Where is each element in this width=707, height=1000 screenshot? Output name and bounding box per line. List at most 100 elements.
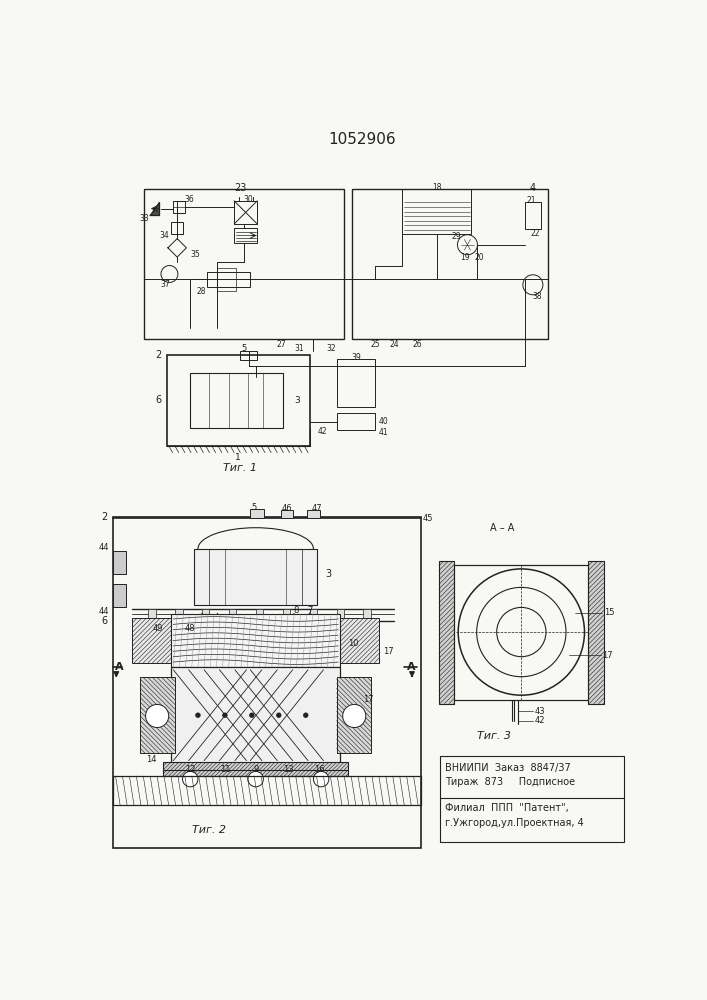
Text: 2: 2 xyxy=(101,512,107,522)
Bar xyxy=(171,614,340,667)
Text: 35: 35 xyxy=(190,250,200,259)
Text: ВНИИПИ  Заказ  8847/37: ВНИИПИ Заказ 8847/37 xyxy=(445,763,571,773)
Bar xyxy=(171,222,183,234)
Text: 16: 16 xyxy=(315,765,325,774)
Bar xyxy=(190,373,283,428)
Text: A: A xyxy=(407,662,416,672)
Text: г.Ужгород,ул.Проектная, 4: г.Ужгород,ул.Проектная, 4 xyxy=(445,818,584,828)
Bar xyxy=(308,510,320,518)
Text: 9: 9 xyxy=(253,765,258,774)
Text: 5: 5 xyxy=(242,344,247,353)
Bar xyxy=(363,609,371,620)
Bar xyxy=(281,510,293,518)
Text: 8: 8 xyxy=(294,606,299,615)
Text: 30: 30 xyxy=(243,195,253,204)
Circle shape xyxy=(146,704,169,728)
Bar xyxy=(201,609,209,620)
Bar xyxy=(337,359,375,407)
Text: 36: 36 xyxy=(184,195,194,204)
Text: 17: 17 xyxy=(363,695,374,704)
Bar xyxy=(588,561,604,704)
Text: A: A xyxy=(115,662,124,672)
Text: 25: 25 xyxy=(370,340,380,349)
Text: 49: 49 xyxy=(153,624,163,633)
Bar xyxy=(402,189,472,234)
Text: 48: 48 xyxy=(185,624,196,633)
Circle shape xyxy=(196,713,200,718)
Circle shape xyxy=(313,771,329,787)
Bar xyxy=(250,509,264,518)
Bar xyxy=(340,618,379,663)
Bar xyxy=(256,609,264,620)
Bar xyxy=(234,201,257,224)
Bar xyxy=(310,609,317,620)
Text: 46: 46 xyxy=(281,504,292,513)
Bar xyxy=(113,517,421,848)
Text: 29: 29 xyxy=(451,232,461,241)
Circle shape xyxy=(276,713,281,718)
Text: 33: 33 xyxy=(140,214,149,223)
Text: 28: 28 xyxy=(196,287,206,296)
Bar xyxy=(171,667,340,763)
Text: 4: 4 xyxy=(530,183,536,193)
Text: 24: 24 xyxy=(390,340,399,349)
Text: 18: 18 xyxy=(432,183,441,192)
Text: 44: 44 xyxy=(99,607,110,616)
Text: 42: 42 xyxy=(318,427,327,436)
Text: 7: 7 xyxy=(307,606,312,615)
Text: 14: 14 xyxy=(146,755,157,764)
Bar xyxy=(234,228,257,243)
Bar xyxy=(148,609,156,620)
Bar xyxy=(229,609,236,620)
Text: 3: 3 xyxy=(294,396,300,405)
Text: 6: 6 xyxy=(156,395,162,405)
Text: 39: 39 xyxy=(351,353,361,362)
Circle shape xyxy=(248,771,264,787)
Bar xyxy=(337,413,375,430)
Bar xyxy=(175,609,182,620)
Text: 15: 15 xyxy=(604,608,614,617)
Text: 19: 19 xyxy=(460,253,470,262)
Text: 22: 22 xyxy=(530,229,540,238)
Text: 11: 11 xyxy=(220,765,230,774)
Text: Τиг. 2: Τиг. 2 xyxy=(192,825,226,835)
Text: 1052906: 1052906 xyxy=(328,132,396,147)
Bar xyxy=(194,549,317,605)
Text: 23: 23 xyxy=(234,183,247,193)
Text: 42: 42 xyxy=(534,716,545,725)
Text: 3: 3 xyxy=(325,569,331,579)
Bar xyxy=(144,189,344,339)
Bar xyxy=(113,551,126,574)
Circle shape xyxy=(182,771,198,787)
Text: 17: 17 xyxy=(602,651,613,660)
Bar xyxy=(352,189,549,339)
Text: Тираж  873     Подписное: Тираж 873 Подписное xyxy=(445,777,575,787)
Text: 40: 40 xyxy=(379,417,389,426)
Bar xyxy=(140,677,175,753)
Text: 2: 2 xyxy=(156,350,162,360)
Bar xyxy=(440,756,624,842)
Bar xyxy=(163,762,348,776)
Bar xyxy=(283,609,291,620)
Polygon shape xyxy=(150,202,160,215)
Bar xyxy=(173,201,185,213)
Text: 6: 6 xyxy=(101,615,107,626)
Text: 12: 12 xyxy=(185,765,196,774)
Text: 17: 17 xyxy=(382,647,393,656)
Text: 44: 44 xyxy=(99,543,110,552)
Text: 13: 13 xyxy=(284,765,294,774)
Text: 47: 47 xyxy=(312,504,322,513)
Text: 45: 45 xyxy=(423,514,433,523)
Text: 20: 20 xyxy=(474,253,484,262)
Circle shape xyxy=(303,713,308,718)
Circle shape xyxy=(343,704,366,728)
Text: 1: 1 xyxy=(235,453,241,462)
Text: Τиг. 1: Τиг. 1 xyxy=(223,463,257,473)
Text: 27: 27 xyxy=(276,340,286,349)
Text: 37: 37 xyxy=(160,280,170,289)
Text: 32: 32 xyxy=(327,344,336,353)
Text: 10: 10 xyxy=(348,639,358,648)
Circle shape xyxy=(250,713,254,718)
Text: 34: 34 xyxy=(160,231,170,240)
Text: 26: 26 xyxy=(413,340,422,349)
